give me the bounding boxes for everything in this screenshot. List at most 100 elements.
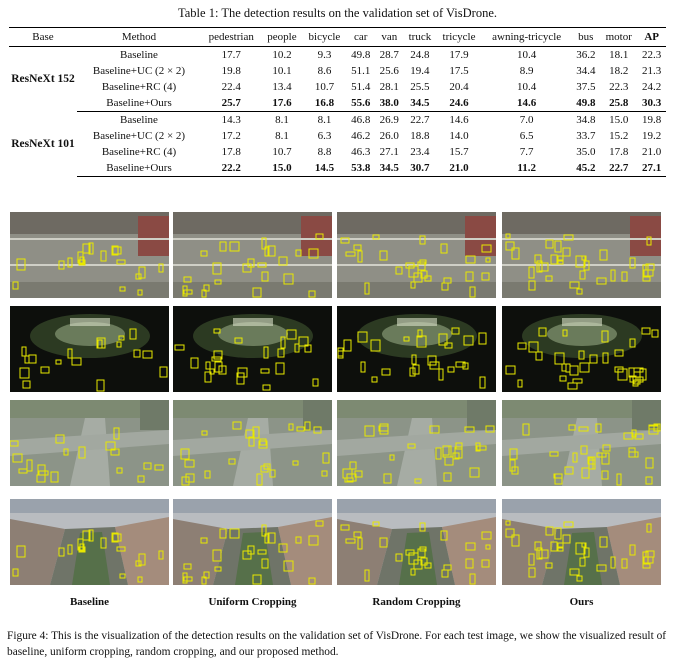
value-cell: 22.7: [410, 114, 430, 126]
value-cell: 9.3: [317, 49, 332, 61]
value-cell: 49.8: [571, 95, 601, 112]
table-row: ResNeXt 152 Baseline 17.7 10.2 9.3 49.8 28.7 24…: [9, 47, 666, 85]
value-cell: 28.7: [379, 49, 399, 61]
header-bus: bus: [571, 27, 601, 47]
value-cell: 15.2: [609, 130, 629, 142]
value-cell: 24.8: [410, 49, 430, 61]
value-cell: 22.3: [642, 49, 662, 61]
detection-visualization-grid: [10, 212, 666, 592]
table-row: Baseline+RC (4) 17.8 10.7 8.8 46.3 27.1 23.4 15…: [9, 144, 666, 160]
detection-image-night-square-col2: [173, 306, 332, 392]
value-cell: 18.1: [609, 49, 629, 61]
value-cell: 8.1: [317, 114, 332, 126]
header-pedestrian: pedestrian: [201, 27, 262, 47]
table-row: Baseline+UC (2 × 2) 17.2 8.1 6.3 46.2 26.0 18.…: [9, 128, 666, 144]
value-cell: 20.4: [449, 81, 469, 93]
value-cell: 25.8: [600, 95, 638, 112]
table-header-row: Base Method pedestrian people bicycle ca…: [9, 27, 666, 47]
value-cell: 6.3: [317, 130, 332, 142]
value-cell: 10.7: [272, 146, 292, 158]
value-cell: 22.2: [201, 160, 262, 177]
value-cell: 24.2: [642, 81, 662, 93]
value-cell: 21.3: [642, 65, 662, 77]
header-people: people: [261, 27, 303, 47]
value-cell: 45.2: [571, 160, 601, 177]
value-cell: 17.7: [221, 49, 241, 61]
detection-image-night-square-col4: [502, 306, 661, 392]
value-cell: 14.0: [449, 130, 469, 142]
column-labels: Baseline Uniform Cropping Random Croppin…: [10, 596, 666, 610]
table-row: ResNeXt 101 Baseline 14.3 8.1 8.1 46.8 26.9 22.…: [9, 112, 666, 150]
table-row: Baseline+Ours 22.2 15.0 14.5 53.8 34.5 30.7 21.…: [9, 160, 666, 177]
value-cell: 23.4: [410, 146, 430, 158]
value-cell: 46.3: [351, 146, 371, 158]
value-cell: 19.8: [221, 65, 241, 77]
value-cell: 34.5: [375, 160, 404, 177]
value-cell: 17.5: [449, 65, 469, 77]
value-cell: 19.4: [410, 65, 430, 77]
detection-image-night-square-col1: [10, 306, 169, 392]
table-body: ResNeXt 152 Baseline 17.7 10.2 9.3 49.8 28.7 24…: [9, 47, 666, 177]
base-model-cell: ResNeXt 152: [11, 73, 75, 86]
header-tricycle: tricycle: [436, 27, 482, 47]
value-cell: 17.8: [221, 146, 241, 158]
value-cell: 22.7: [600, 160, 638, 177]
value-cell: 18.8: [410, 130, 430, 142]
value-cell: 37.5: [576, 81, 596, 93]
value-cell: 19.2: [642, 130, 662, 142]
detection-image-road-intersection-col4: [502, 400, 661, 486]
value-cell: 35.0: [576, 146, 596, 158]
detection-image-parking-lot-col1: [10, 212, 169, 298]
value-cell: 14.6: [481, 95, 572, 112]
value-cell: 49.8: [351, 49, 371, 61]
method-cell: Baseline+RC (4): [101, 81, 177, 93]
value-cell: 15.0: [609, 114, 629, 126]
value-cell: 30.3: [637, 95, 666, 112]
value-cell: 8.6: [317, 65, 332, 77]
value-cell: 8.8: [317, 146, 332, 158]
column-label-random-cropping: Random Cropping: [372, 596, 461, 608]
value-cell: 14.5: [302, 160, 347, 177]
detection-image-parking-lot-col2: [173, 212, 332, 298]
value-cell: 55.6: [346, 95, 375, 112]
value-cell: 51.4: [351, 81, 371, 93]
value-cell: 27.1: [379, 146, 399, 158]
value-cell: 10.7: [314, 81, 335, 93]
header-van: van: [375, 27, 404, 47]
header-base: Base: [9, 27, 77, 47]
value-cell: 24.6: [436, 95, 482, 112]
value-cell: 11.2: [481, 160, 572, 177]
base-model-cell: ResNeXt 101: [11, 138, 75, 150]
value-cell: 19.8: [642, 114, 662, 126]
detection-image-night-square-col3: [337, 306, 496, 392]
header-awning-tricycle: awning-tricycle: [481, 27, 572, 47]
results-table: Base Method pedestrian people bicycle ca…: [9, 27, 666, 177]
detection-image-parking-lot-col3: [337, 212, 496, 298]
detection-image-city-street-col1: [10, 499, 169, 585]
value-cell: 22.4: [221, 81, 241, 93]
header-bicycle: bicycle: [302, 27, 347, 47]
value-cell: 46.2: [351, 130, 371, 142]
value-cell: 22.3: [609, 81, 629, 93]
value-cell: 17.9: [449, 49, 469, 61]
header-method: Method: [77, 27, 201, 47]
method-cell: Baseline+RC (4): [101, 146, 177, 158]
value-cell: 28.1: [379, 81, 399, 93]
value-cell: 13.4: [272, 81, 292, 93]
detection-image-city-street-col2: [173, 499, 332, 585]
detection-image-road-intersection-col3: [337, 400, 496, 486]
value-cell: 34.5: [403, 95, 437, 112]
column-label-baseline: Baseline: [69, 596, 110, 608]
table-row: Baseline+UC (2 × 2) 19.8 10.1 8.6 51.1 25.6 19…: [9, 63, 666, 79]
value-cell: 14.6: [449, 114, 469, 126]
value-cell: 27.1: [637, 160, 666, 177]
value-cell: 15.7: [449, 146, 469, 158]
detection-image-city-street-col4: [502, 499, 661, 585]
value-cell: 8.1: [275, 130, 289, 142]
detection-image-city-street-col3: [337, 499, 496, 585]
value-cell: 8.9: [519, 65, 534, 77]
value-cell: 14.3: [221, 114, 241, 126]
value-cell: 10.1: [272, 65, 292, 77]
value-cell: 10.4: [517, 49, 537, 61]
table-row: Baseline+Ours 25.7 17.6 16.8 55.6 38.0 34.5 24.…: [9, 95, 666, 112]
